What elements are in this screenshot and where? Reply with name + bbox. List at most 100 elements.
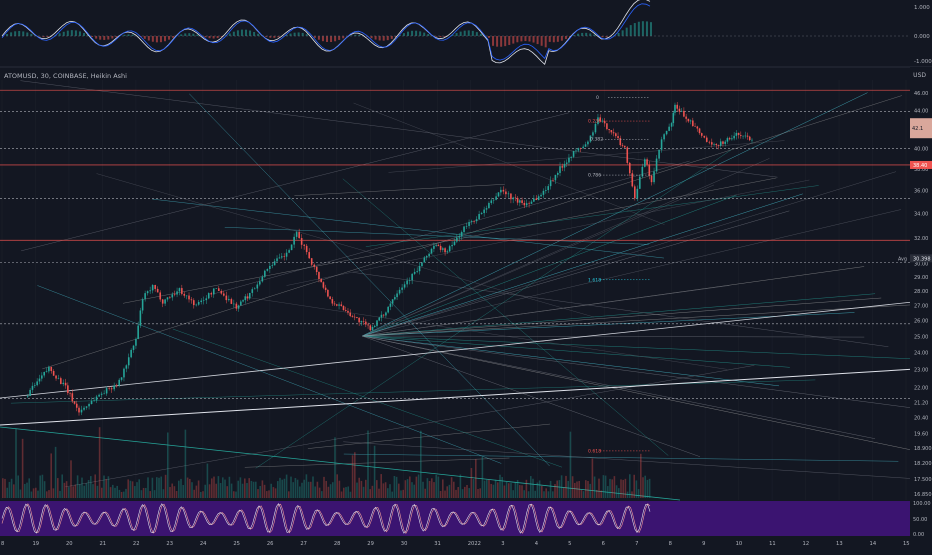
candle-body <box>528 203 530 204</box>
candle-body <box>318 272 320 279</box>
volume-bar <box>167 432 169 498</box>
oscillator-histogram-bar <box>302 33 304 36</box>
volume-bar <box>114 488 116 498</box>
volume-bar <box>515 482 517 498</box>
volume-bar <box>526 480 528 498</box>
volume-bar <box>121 492 123 498</box>
volume-bar <box>345 487 347 498</box>
volume-bar <box>638 489 640 498</box>
oscillator-histogram-bar <box>338 36 340 40</box>
volume-bar <box>174 486 176 498</box>
volume-bar <box>211 478 213 498</box>
oscillator-histogram-bar <box>537 36 539 44</box>
candle-body <box>602 121 604 122</box>
candle-body <box>414 272 416 274</box>
volume-bar <box>178 481 180 498</box>
candle-body <box>517 198 519 203</box>
volume-bar <box>154 490 156 498</box>
volume-bar <box>152 478 154 498</box>
volume-bar <box>444 491 446 498</box>
volume-bar <box>585 480 587 498</box>
volume-bar <box>77 475 79 498</box>
candle-body <box>696 127 698 129</box>
oscillator-histogram-bar <box>172 36 174 38</box>
candle-body <box>376 320 378 325</box>
candle-body <box>50 367 52 371</box>
candle-body <box>751 140 753 141</box>
oscillator-histogram-bar <box>403 33 405 36</box>
oscillator-histogram-bar <box>577 34 579 36</box>
volume-bar <box>424 489 426 498</box>
candle-body <box>401 288 403 290</box>
candle-body <box>431 249 433 254</box>
candle-body <box>298 232 300 238</box>
volume-bar <box>86 483 88 498</box>
volume-bar <box>270 484 272 498</box>
oscillator-histogram-bar <box>229 33 231 36</box>
candle-body <box>293 237 295 245</box>
volume-bar <box>363 487 365 498</box>
oscillator-histogram-bar <box>188 33 190 36</box>
volume-bar <box>556 481 558 498</box>
time-tick-label: 28 <box>334 541 341 547</box>
candle-body <box>676 105 678 109</box>
volume-bar <box>185 430 187 498</box>
time-tick-label: 14 <box>870 541 877 547</box>
candle-body <box>183 294 185 296</box>
candle-body <box>486 208 488 209</box>
volume-bar <box>561 475 563 498</box>
oscillator-histogram-bar <box>107 36 109 40</box>
volume-bar <box>187 478 189 498</box>
time-tick-label: 26 <box>267 541 274 547</box>
candle-body <box>128 357 130 365</box>
candle-body <box>505 192 507 195</box>
volume-bar <box>411 482 413 498</box>
candle-body <box>167 297 169 299</box>
volume-bar <box>552 491 554 498</box>
volume-bar <box>55 447 57 498</box>
candle-body <box>65 383 67 386</box>
oscillator-histogram-bar <box>524 36 526 41</box>
volume-bar <box>88 480 90 498</box>
candle-body <box>444 248 446 252</box>
candle-body <box>361 321 363 322</box>
volume-bar <box>594 477 596 498</box>
candle-body <box>147 291 149 293</box>
candle-body <box>557 173 559 175</box>
volume-bar <box>288 491 290 498</box>
candle-body <box>720 141 722 145</box>
time-tick-label: 23 <box>166 541 173 547</box>
oscillator-histogram-bar <box>342 36 344 38</box>
price-tick-label: 18.900 <box>914 446 932 452</box>
volume-bar <box>501 477 503 498</box>
candle-body <box>466 226 468 227</box>
volume-bar <box>132 481 134 498</box>
volume-bar <box>20 490 22 498</box>
candle-body <box>396 293 398 297</box>
volume-bar <box>279 478 281 498</box>
oscillator-histogram-bar <box>492 36 494 46</box>
volume-bar <box>130 481 132 498</box>
candle-body <box>323 282 325 287</box>
price-tick-label: 32.00 <box>914 236 928 242</box>
fib-level-label: 1.618 <box>588 277 601 283</box>
volume-bar <box>523 490 525 498</box>
volume-bar <box>4 479 6 498</box>
volume-bar <box>319 488 321 498</box>
oscillator-histogram-bar <box>411 31 413 36</box>
time-tick-label: 15 <box>903 541 910 547</box>
candle-body <box>519 200 521 202</box>
oscillator-tick-label: 1.000 <box>914 5 930 11</box>
volume-bar <box>218 476 220 498</box>
volume-bar <box>275 488 277 498</box>
volume-bar <box>396 477 398 498</box>
time-tick-label: 20 <box>66 541 73 547</box>
volume-bar <box>26 483 28 498</box>
candle-body <box>233 304 235 305</box>
avg-label: Avg <box>898 256 907 262</box>
volume-bar <box>462 489 464 498</box>
candle-body <box>106 388 108 393</box>
